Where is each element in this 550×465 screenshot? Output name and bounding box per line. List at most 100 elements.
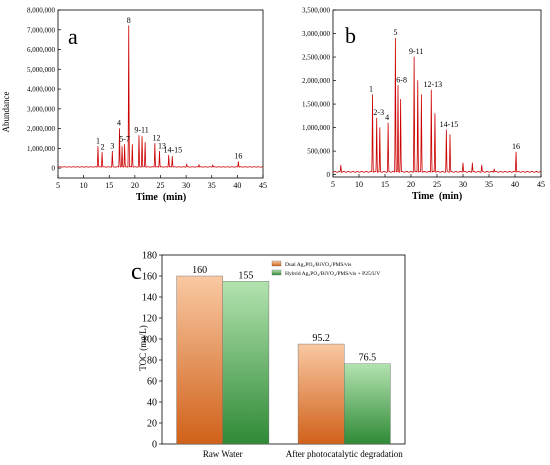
peak-label: 14-15 bbox=[440, 120, 459, 129]
peak-label: 1 bbox=[369, 85, 373, 94]
chromatogram-trace-a bbox=[57, 25, 264, 168]
x-tick-label: 35 bbox=[485, 180, 493, 189]
panel-a: 5 10 15 20 25 30 35 40 45 0 1,000,000 2,000,000 3,00… bbox=[1, 7, 267, 204]
y-axis-title-c: TOC (mg/L) bbox=[138, 325, 148, 371]
legend-swatch-hybrid bbox=[271, 269, 282, 276]
legend-label-hybrid: Hybrid Ag₃PO₄/BiVO₄/PMS/vis + P25/UV bbox=[285, 271, 380, 277]
peak-label: 6-8 bbox=[396, 75, 407, 84]
category-label: Raw Water bbox=[203, 449, 243, 459]
y-tick-label: 140 bbox=[142, 293, 157, 304]
peak-label: 5-7 bbox=[119, 134, 130, 143]
ticks-a: 5 10 15 20 25 30 35 40 45 0 1,000,000 2,000,000 3,00… bbox=[27, 7, 267, 191]
bar bbox=[222, 281, 270, 445]
bars-c bbox=[176, 275, 391, 445]
y-tick-label: 20 bbox=[147, 419, 157, 430]
category-labels-c: Raw Water After photocatalytic degradatio… bbox=[203, 449, 403, 459]
peak-label: 14-15 bbox=[163, 145, 182, 154]
x-tick-label: 25 bbox=[157, 181, 165, 190]
bar bbox=[344, 363, 391, 445]
y-tick-label: 2,000,000 bbox=[27, 125, 56, 133]
chromatogram-trace-b bbox=[332, 37, 542, 173]
peak-label: 1 bbox=[96, 136, 100, 145]
panel-b: 5 10 15 20 25 30 35 40 450500,0001,000,0001,500,… bbox=[302, 7, 545, 203]
ticks-c: 0 20 40 60 80 100 120 140 160 180 bbox=[142, 251, 162, 451]
peak-label: 3 bbox=[110, 141, 114, 150]
legend: Dual Ag₃PO₄/BiVO₄/PMS/vis Hybrid Ag₃PO₄/… bbox=[271, 260, 380, 277]
y-tick-label: 3,500,000 bbox=[302, 7, 331, 15]
x-tick-label: 45 bbox=[259, 181, 267, 190]
panel-label-a: a bbox=[68, 24, 78, 49]
y-tick-label: 80 bbox=[147, 356, 157, 367]
peak-label: 2-3 bbox=[373, 108, 384, 117]
y-tick-label: 3,000,000 bbox=[302, 30, 331, 38]
peak-label: 12-13 bbox=[424, 80, 443, 89]
y-tick-label: 0 bbox=[327, 171, 331, 179]
panel-label-b: b bbox=[345, 23, 356, 48]
y-tick-label: 4,000,000 bbox=[27, 86, 56, 94]
x-tick-label: 20 bbox=[407, 180, 415, 189]
bar-value-label: 160 bbox=[192, 265, 207, 276]
y-tick-label: 1,500,000 bbox=[302, 101, 331, 109]
x-tick-label: 35 bbox=[208, 181, 216, 190]
y-tick-label: 2,000,000 bbox=[302, 77, 331, 85]
peak-label: 2 bbox=[101, 142, 105, 151]
y-tick-label: 40 bbox=[147, 398, 157, 409]
bar-value-label: 95.2 bbox=[312, 333, 330, 344]
y-tick-label: 0 bbox=[52, 165, 56, 173]
category-label: After photocatalytic degradation bbox=[286, 449, 403, 459]
peak-labels-b: 1 2-34 5 6-8 9-11 12-13 14-15 16 bbox=[369, 28, 520, 151]
peak-label: 16 bbox=[234, 152, 242, 161]
x-axis-title-a: Time (min) bbox=[136, 192, 186, 203]
y-axis-title-a: Abundance bbox=[1, 92, 11, 133]
peak-label: 13 bbox=[158, 141, 166, 150]
y-tick-label: 7,000,000 bbox=[27, 26, 56, 34]
x-tick-label: 5 bbox=[331, 180, 335, 189]
x-tick-label: 10 bbox=[80, 181, 88, 190]
ticks-b: 5 10 15 20 25 30 35 40 450500,0001,000,0001,500,… bbox=[302, 7, 545, 190]
y-tick-label: 2,500,000 bbox=[302, 54, 331, 62]
x-tick-label: 20 bbox=[131, 181, 139, 190]
y-tick-label: 60 bbox=[147, 377, 157, 388]
bar bbox=[297, 343, 345, 445]
x-tick-label: 45 bbox=[537, 180, 545, 189]
bar-value-label: 76.5 bbox=[359, 353, 377, 364]
y-tick-label: 0 bbox=[152, 440, 157, 451]
x-tick-label: 15 bbox=[105, 181, 113, 190]
x-tick-label: 40 bbox=[233, 181, 241, 190]
y-tick-label: 1,000,000 bbox=[302, 124, 331, 132]
y-tick-label: 120 bbox=[142, 314, 157, 325]
peak-label: 9-11 bbox=[409, 47, 423, 56]
y-tick-label: 160 bbox=[142, 272, 157, 283]
bar-value-label: 155 bbox=[238, 270, 253, 281]
y-tick-label: 8,000,000 bbox=[27, 7, 56, 15]
y-tick-label: 500,000 bbox=[307, 148, 330, 156]
peak-label: 4 bbox=[117, 119, 121, 128]
x-tick-label: 10 bbox=[355, 180, 363, 189]
panel-label-c: c bbox=[131, 259, 142, 285]
x-tick-label: 15 bbox=[381, 180, 389, 189]
peak-label: 5 bbox=[393, 28, 397, 37]
x-tick-label: 25 bbox=[433, 180, 441, 189]
x-tick-label: 30 bbox=[459, 180, 467, 189]
y-tick-label: 100 bbox=[142, 335, 157, 346]
peak-label: 4 bbox=[385, 113, 389, 122]
plot-frame-b bbox=[332, 9, 542, 178]
peak-label: 8 bbox=[127, 16, 131, 25]
bar bbox=[176, 275, 223, 445]
x-tick-label: 40 bbox=[511, 180, 519, 189]
peak-label: 9-11 bbox=[134, 126, 148, 135]
bar-value-labels-c: 160 155 95.2 76.5 bbox=[192, 265, 376, 364]
y-tick-label: 6,000,000 bbox=[27, 46, 56, 54]
y-tick-label: 3,000,000 bbox=[27, 105, 56, 113]
x-tick-label: 30 bbox=[182, 181, 190, 190]
peak-label: 16 bbox=[512, 142, 520, 151]
y-tick-label: 5,000,000 bbox=[27, 66, 56, 74]
y-tick-label: 1,000,000 bbox=[27, 145, 56, 153]
x-tick-label: 5 bbox=[56, 181, 60, 190]
legend-label-dual: Dual Ag₃PO₄/BiVO₄/PMS/vis bbox=[285, 262, 351, 268]
plot-frame-a bbox=[57, 9, 264, 179]
plot-frame-c bbox=[161, 254, 406, 445]
